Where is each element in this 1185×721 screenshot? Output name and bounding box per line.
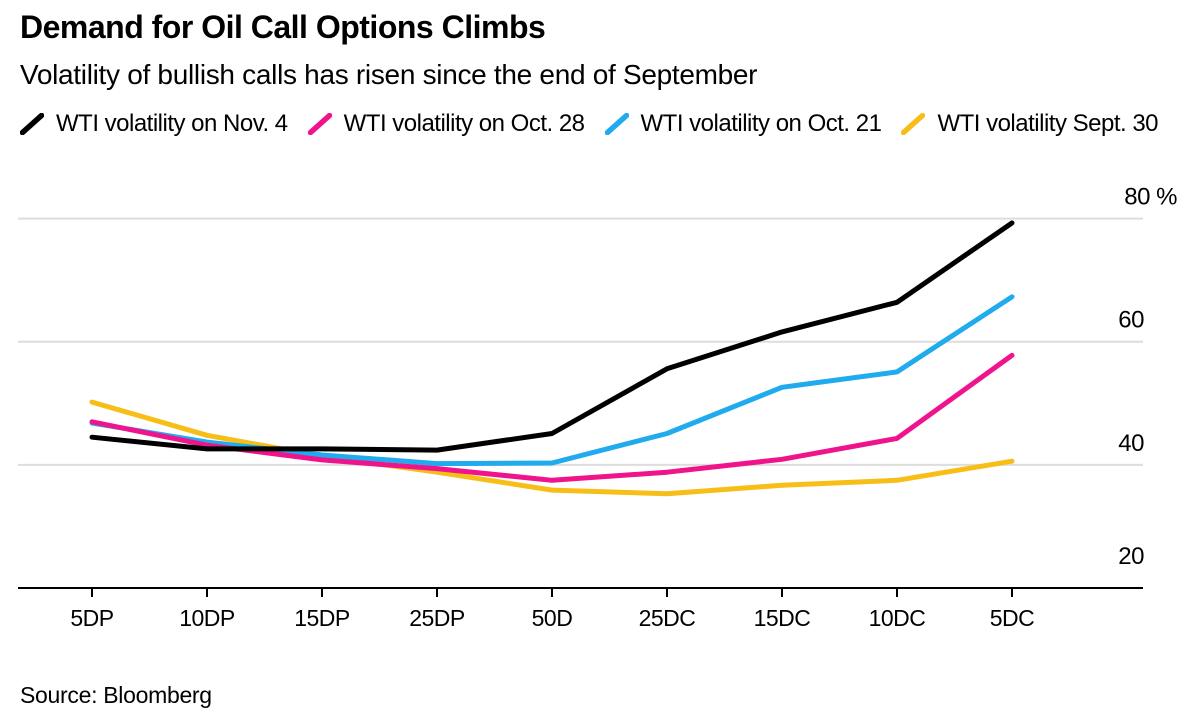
legend-item: WTI volatility on Nov. 4 [20,110,288,138]
x-axis-tick-label: 15DP [294,605,350,631]
y-axis-tick-label: 40 [1118,430,1144,457]
legend-label: WTI volatility Sept. 30 [937,110,1159,137]
legend-item: WTI volatility on Oct. 21 [604,110,882,138]
legend-label: WTI volatility on Oct. 28 [343,110,585,137]
chart-legend: WTI volatility on Nov. 4 WTI volatility o… [20,110,1165,138]
legend-slash-icon [604,113,629,135]
chart-subtitle: Volatility of bullish calls has risen si… [20,59,758,90]
y-axis-tick-label: 20 [1118,543,1144,570]
x-axis-tick-label: 10DP [179,605,235,631]
x-axis-tick-label: 50D [532,605,573,631]
x-axis-tick-label: 5DP [70,605,113,631]
series-line [89,399,1015,497]
source-note: Source: Bloomberg [20,682,212,708]
legend-label: WTI volatility on Oct. 21 [640,110,882,137]
chart-title: Demand for Oil Call Options Climbs [20,9,546,45]
x-axis-tick-label: 15DC [754,605,811,631]
series-line [89,220,1015,453]
y-axis-tick-label: 80 % [1124,184,1177,211]
line-chart-svg: 20 40 60 80 % 5DP 10DP 15DP 25DP 50D 25DC 15DC 10DC… [18,184,1178,631]
x-axis-tick-label: 25DP [409,605,465,631]
x-axis-tick-label: 5DC [990,605,1035,631]
x-axis-tick-label: 25DC [639,605,696,631]
y-axis-tick-label: 60 [1118,307,1144,334]
line-chart: 20 40 60 80 % 5DP 10DP 15DP 25DP 50D 25DC 15DC 10DC… [0,178,1185,653]
legend-slash-icon [20,113,44,135]
legend-item: WTI volatility on Oct. 28 [307,110,585,138]
x-axis-tick-label: 10DC [869,605,926,631]
legend-item: WTI volatility Sept. 30 [901,110,1159,138]
legend-slash-icon [901,113,926,135]
legend-slash-icon [307,113,332,135]
legend-label: WTI volatility on Nov. 4 [56,110,288,137]
